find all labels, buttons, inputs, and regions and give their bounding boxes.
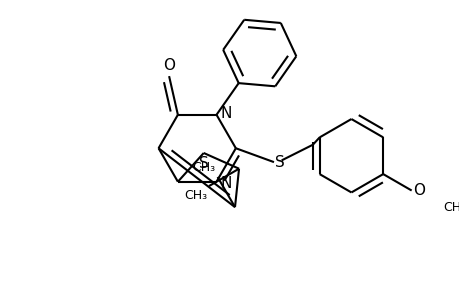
- Text: N: N: [219, 176, 231, 191]
- Text: O: O: [163, 58, 175, 73]
- Text: N: N: [219, 106, 231, 121]
- Text: CH₃: CH₃: [184, 189, 207, 202]
- Text: S: S: [198, 156, 208, 171]
- Text: O: O: [412, 183, 424, 198]
- Text: S: S: [275, 154, 285, 169]
- Text: CH₃: CH₃: [192, 161, 215, 174]
- Text: CH₃: CH₃: [442, 201, 459, 214]
